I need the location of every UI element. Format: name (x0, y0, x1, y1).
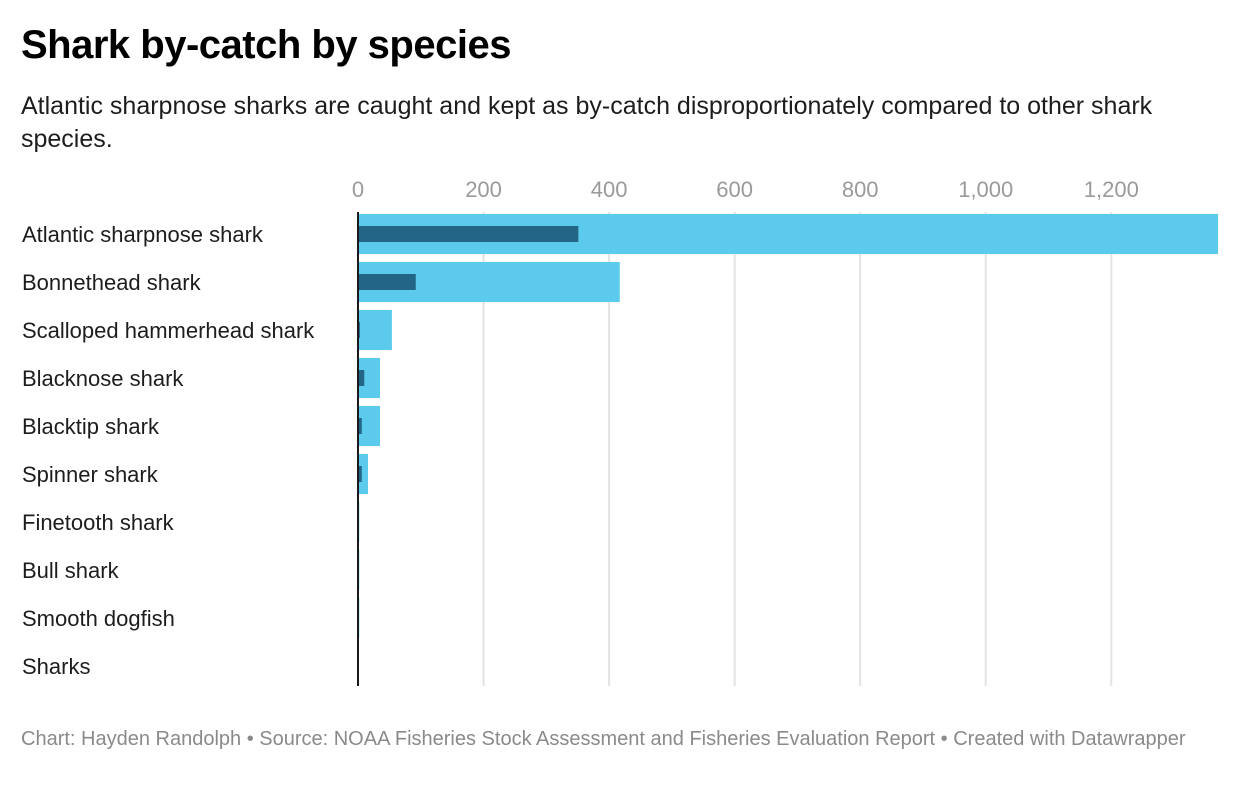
category-label: Bull shark (22, 558, 120, 583)
bar-kept (358, 370, 365, 386)
category-label: Scalloped hammerhead shark (22, 318, 315, 343)
bars (358, 214, 1218, 686)
bar-caught (358, 454, 369, 494)
x-tick-label: 200 (465, 177, 502, 202)
x-tick-label: 800 (842, 177, 879, 202)
category-label: Smooth dogfish (22, 606, 175, 631)
category-label: Sharks (22, 654, 90, 679)
bar-kept (358, 226, 579, 242)
x-tick-label: 600 (716, 177, 753, 202)
bar-caught (358, 358, 380, 398)
bar-kept (358, 418, 362, 434)
bar-caught (358, 310, 392, 350)
category-label: Atlantic sharpnose shark (22, 222, 264, 247)
category-label: Blacktip shark (22, 414, 160, 439)
bar-kept (358, 466, 362, 482)
chart-footer: Chart: Hayden Randolph • Source: NOAA Fi… (21, 728, 1186, 750)
chart-subtitle: Atlantic sharpnose sharks are caught and… (21, 92, 1153, 153)
category-label: Bonnethead shark (22, 270, 202, 295)
x-tick-label: 400 (591, 177, 628, 202)
category-labels: Atlantic sharpnose shark Bonnethead shark… (22, 222, 315, 679)
x-tick-label: 1,200 (1084, 177, 1139, 202)
bar-kept (358, 274, 416, 290)
x-tick-label: 1,000 (958, 177, 1013, 202)
bar-caught (358, 406, 380, 446)
x-tick-label: 0 (352, 177, 364, 202)
category-label: Spinner shark (22, 462, 159, 487)
category-label: Blacknose shark (22, 366, 184, 391)
x-axis-tick-labels: 0 200 400 600 800 1,000 1,200 (352, 177, 1139, 202)
category-label: Finetooth shark (22, 510, 175, 535)
chart-title: Shark by-catch by species (21, 23, 511, 67)
